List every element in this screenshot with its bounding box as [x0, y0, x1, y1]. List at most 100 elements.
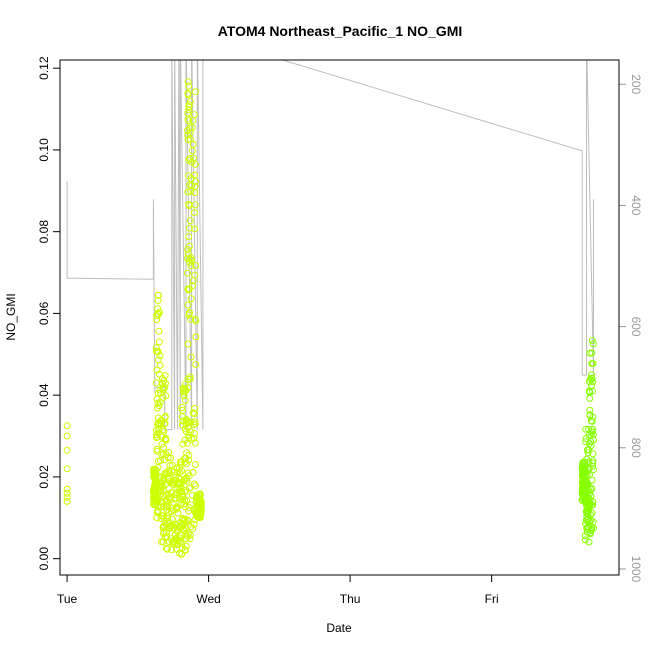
y2-tick-label: 200 — [629, 74, 643, 94]
data-point — [184, 188, 192, 196]
data-point — [180, 517, 188, 525]
data-point — [588, 485, 596, 492]
data-point — [186, 98, 194, 106]
y2-tick-label: 400 — [629, 195, 643, 215]
data-point — [197, 500, 205, 508]
data-point — [185, 233, 193, 241]
data-point — [196, 510, 204, 517]
data-point — [579, 469, 587, 477]
data-point — [586, 471, 593, 479]
data-point — [162, 436, 170, 444]
data-point — [192, 333, 200, 341]
data-point — [185, 456, 193, 464]
data-point — [589, 466, 597, 474]
data-point — [155, 338, 163, 346]
data-point — [186, 217, 194, 225]
data-point — [182, 524, 190, 531]
data-point — [586, 530, 594, 538]
data-point — [157, 538, 165, 546]
data-point — [191, 225, 199, 233]
data-point — [164, 468, 172, 476]
data-point — [192, 361, 200, 368]
y-tick-label: 0.08 — [37, 220, 51, 244]
data-point — [589, 340, 597, 348]
data-point — [180, 496, 188, 504]
data-point — [188, 147, 196, 155]
data-point — [154, 310, 161, 318]
data-point — [587, 492, 595, 500]
data-point — [588, 417, 596, 425]
data-point — [63, 493, 71, 501]
data-point — [186, 258, 194, 266]
data-point — [157, 484, 165, 492]
data-point — [583, 524, 591, 532]
plot-frame — [59, 59, 620, 576]
data-point — [160, 443, 168, 451]
data-point — [193, 507, 200, 515]
data-point — [587, 516, 595, 524]
data-point — [185, 224, 193, 232]
y2-tick-label: 1000 — [629, 556, 643, 583]
data-point — [190, 111, 198, 119]
data-point — [63, 446, 71, 454]
data-point — [191, 271, 199, 279]
data-point — [191, 182, 199, 190]
data-point — [154, 464, 162, 472]
data-point — [191, 201, 199, 209]
data-point — [185, 507, 193, 515]
data-point — [172, 471, 179, 479]
data-point — [178, 487, 186, 495]
data-point — [179, 440, 187, 448]
y-tick-label: 0.00 — [37, 547, 51, 571]
data-point — [176, 534, 183, 542]
data-point — [188, 124, 196, 132]
data-point — [184, 340, 192, 348]
data-point — [588, 525, 596, 533]
x-tick-label: Tue — [57, 592, 78, 606]
data-point — [185, 434, 193, 442]
data-point — [163, 545, 171, 553]
data-point — [186, 242, 193, 250]
data-point — [160, 420, 168, 428]
data-point — [189, 468, 197, 476]
data-point — [153, 434, 160, 442]
x-tick-label: Thu — [340, 592, 361, 606]
data-point — [183, 439, 191, 447]
data-point — [191, 171, 199, 179]
data-point — [184, 384, 192, 392]
data-point — [191, 439, 199, 447]
data-point — [181, 396, 189, 404]
data-point — [184, 115, 192, 123]
data-point — [186, 135, 194, 143]
data-point — [190, 480, 198, 488]
data-point — [184, 418, 192, 426]
data-point — [63, 485, 71, 493]
data-point — [587, 374, 595, 382]
data-point — [157, 486, 165, 494]
data-point — [589, 431, 597, 438]
data-point — [180, 385, 188, 393]
data-point — [190, 154, 197, 162]
data-point — [189, 525, 197, 533]
data-point — [184, 530, 192, 538]
data-point — [159, 523, 167, 531]
data-point — [187, 353, 195, 361]
data-point — [583, 506, 591, 514]
data-point — [186, 155, 194, 163]
data-point — [189, 409, 197, 417]
data-point — [162, 529, 170, 537]
x-tick-label: Fri — [485, 592, 499, 606]
data-point — [581, 536, 589, 544]
axes-layer: 0.00 0.02 0.04 0.06 0.08 0.10 0.12 Tue Wed Thu Fri… — [37, 56, 643, 606]
data-point — [154, 291, 162, 299]
data-point — [192, 178, 199, 186]
data-point — [588, 349, 596, 357]
data-point — [162, 469, 170, 477]
data-point — [165, 485, 173, 493]
y-tick-label: 0.06 — [37, 301, 51, 325]
y-tick-label: 0.12 — [37, 56, 51, 80]
data-point — [154, 356, 162, 364]
data-point — [589, 378, 597, 385]
data-point — [181, 476, 188, 484]
data-point — [177, 483, 185, 491]
